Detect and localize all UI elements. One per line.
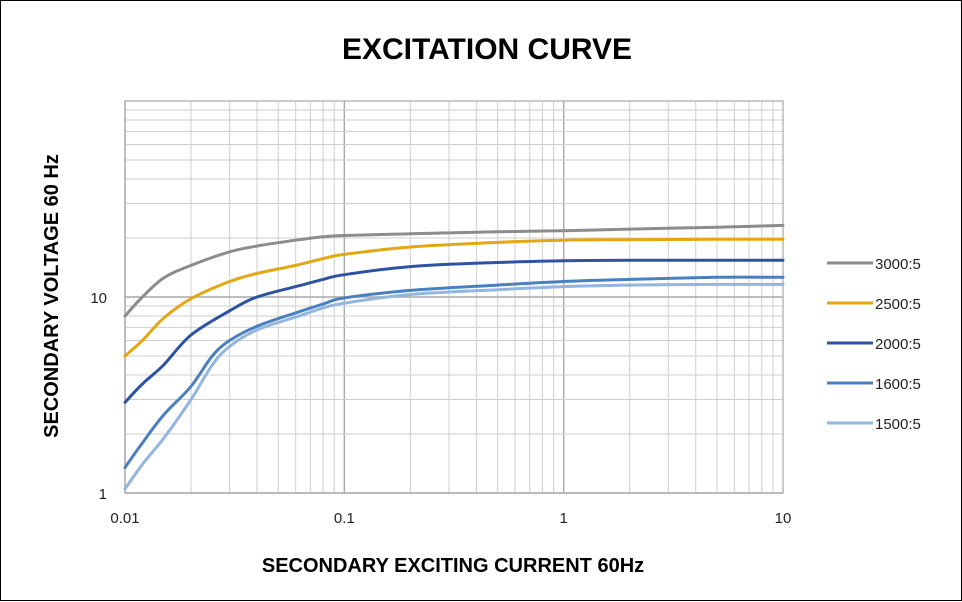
legend-label: 1600:5 <box>875 376 921 393</box>
y-tick-label: 10 <box>90 290 107 307</box>
series-line-2500-5 <box>123 237 785 358</box>
legend: 3000:5 2500:5 2000:5 1600:5 1500:5 <box>827 256 921 433</box>
x-tick-label: 0.1 <box>334 510 355 527</box>
x-tick-label: 10 <box>775 510 792 527</box>
x-tick-label: 1 <box>559 510 567 527</box>
y-axis-title: SECONDARY VOLTAGE 60 Hz <box>41 154 63 438</box>
series-line-2000-5 <box>123 258 785 404</box>
series-lines <box>123 223 785 491</box>
y-tick-labels: 1 10 <box>90 290 107 503</box>
series-line-3000-5 <box>123 223 785 318</box>
x-axis-title: SECONDARY EXCITING CURRENT 60Hz <box>262 555 644 577</box>
x-tick-label: 0.01 <box>110 510 139 527</box>
plot-grid <box>124 100 784 494</box>
chart-title: EXCITATION CURVE <box>342 33 632 66</box>
legend-item: 3000:5 <box>827 256 921 273</box>
x-tick-labels: 0.01 0.1 1 10 <box>110 510 791 527</box>
y-tick-label: 1 <box>99 486 107 503</box>
legend-label: 3000:5 <box>875 256 921 273</box>
legend-item: 1500:5 <box>827 416 921 433</box>
plot-border <box>124 100 784 494</box>
legend-item: 2500:5 <box>827 296 921 313</box>
legend-label: 2500:5 <box>875 296 921 313</box>
series-line-1500-5 <box>123 282 785 491</box>
legend-label: 1500:5 <box>875 416 921 433</box>
series-line-1600-5 <box>123 275 785 469</box>
legend-label: 2000:5 <box>875 336 921 353</box>
legend-item: 2000:5 <box>827 336 921 353</box>
legend-item: 1600:5 <box>827 376 921 393</box>
